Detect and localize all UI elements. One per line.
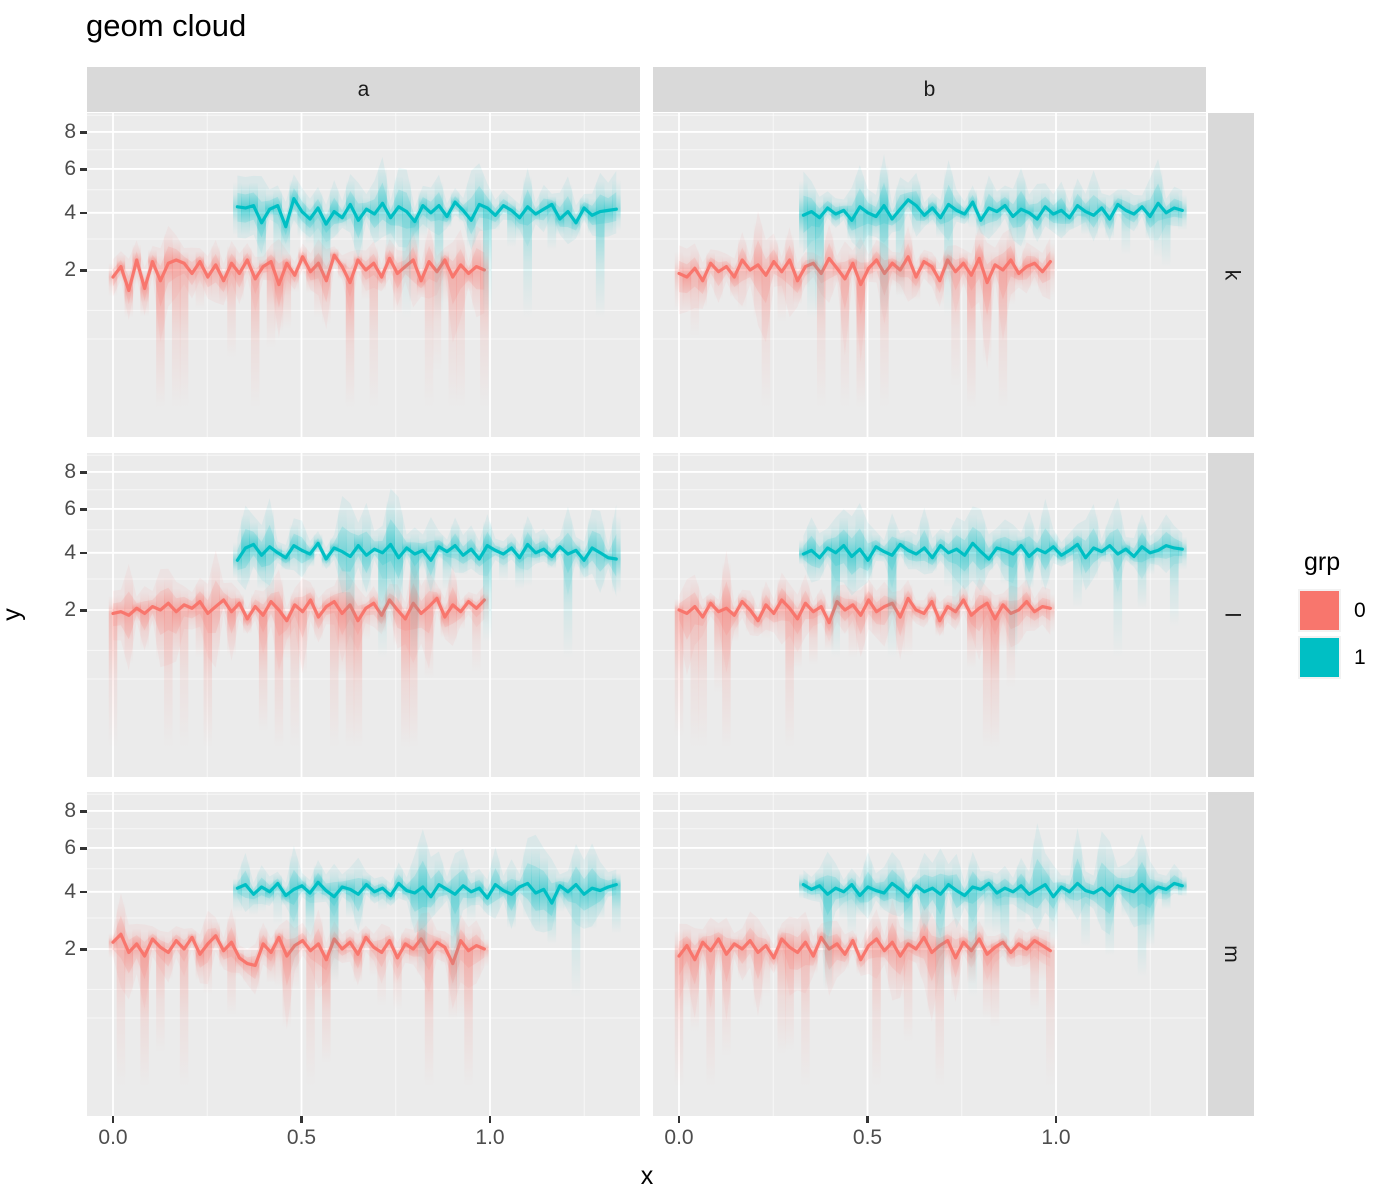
legend-label-1: 1	[1354, 645, 1366, 669]
y-axis-title: y	[0, 608, 26, 621]
y-tick-label: 8	[64, 119, 76, 143]
legend-key-swatch-1	[1298, 636, 1341, 679]
facet-strip-row-m-label: m	[1220, 945, 1243, 963]
x-tick-mark	[1054, 1116, 1058, 1123]
panel-canvas	[87, 453, 640, 777]
y-tick-label: 4	[64, 540, 76, 564]
facet-strip-row-k-label: k	[1220, 269, 1243, 281]
y-tick-mark	[80, 507, 87, 511]
panel-canvas	[653, 453, 1206, 777]
facet-strip-row-m: m	[1208, 792, 1254, 1116]
panel-b-m	[653, 792, 1206, 1116]
y-tick-label: 2	[64, 597, 76, 621]
facet-strip-col-b-label: b	[923, 77, 936, 101]
x-tick-label: 0.5	[852, 1126, 883, 1149]
y-tick-label: 8	[64, 459, 76, 483]
y-tick-mark	[80, 470, 87, 474]
y-tick-mark	[80, 551, 87, 555]
y-tick-mark	[80, 890, 87, 894]
y-tick-label: 2	[64, 936, 76, 960]
panel-canvas	[653, 113, 1206, 437]
x-tick-mark	[300, 1116, 303, 1123]
legend-label-0: 0	[1354, 598, 1366, 622]
x-tick-label: 0.5	[286, 1126, 317, 1149]
y-tick-label: 4	[64, 200, 76, 224]
x-tick-mark	[677, 1116, 681, 1123]
facet-strip-col-a-label: a	[357, 77, 370, 101]
panel-canvas	[87, 113, 640, 437]
panel-a-m	[87, 792, 640, 1116]
panel-b-l	[653, 453, 1206, 777]
legend-item-0: 0	[1298, 589, 1398, 632]
panel-b-k	[653, 113, 1206, 437]
y-tick-mark	[80, 947, 87, 951]
x-tick-label: 0.0	[98, 1126, 128, 1149]
panel-canvas	[87, 792, 640, 1116]
x-axis-title: x	[640, 1162, 654, 1190]
facet-strip-col-a: a	[87, 67, 640, 112]
y-tick-mark	[80, 167, 87, 171]
x-tick-mark	[111, 1116, 115, 1123]
y-tick-mark	[80, 846, 87, 850]
y-tick-mark	[80, 268, 87, 272]
chart-title: geom cloud	[86, 8, 247, 43]
legend-title: grp	[1304, 548, 1341, 576]
legend-item-1: 1	[1298, 636, 1398, 679]
y-tick-label: 8	[64, 798, 76, 822]
facet-strip-row-l: l	[1208, 453, 1254, 777]
panel-a-l	[87, 453, 640, 777]
panel-a-k	[87, 113, 640, 437]
y-tick-label: 6	[64, 496, 76, 520]
x-tick-label: 0.0	[664, 1126, 694, 1149]
x-tick-label: 1.0	[475, 1126, 505, 1149]
legend-key-swatch-0	[1298, 589, 1341, 632]
panel-canvas	[653, 792, 1206, 1116]
y-tick-mark	[80, 211, 87, 215]
y-tick-label: 6	[64, 156, 76, 180]
y-tick-mark	[80, 608, 87, 612]
x-tick-mark	[866, 1116, 869, 1123]
y-tick-label: 2	[64, 257, 76, 281]
legend: grp 0 1	[1298, 548, 1398, 683]
facet-strip-row-k: k	[1208, 113, 1254, 437]
y-tick-mark	[80, 130, 87, 134]
y-tick-label: 6	[64, 835, 76, 859]
x-tick-mark	[488, 1116, 492, 1123]
facet-strip-row-l-label: l	[1219, 612, 1243, 618]
y-tick-label: 4	[64, 879, 76, 903]
facet-strip-col-b: b	[653, 67, 1206, 112]
y-tick-mark	[80, 809, 87, 813]
x-tick-label: 1.0	[1041, 1126, 1071, 1149]
